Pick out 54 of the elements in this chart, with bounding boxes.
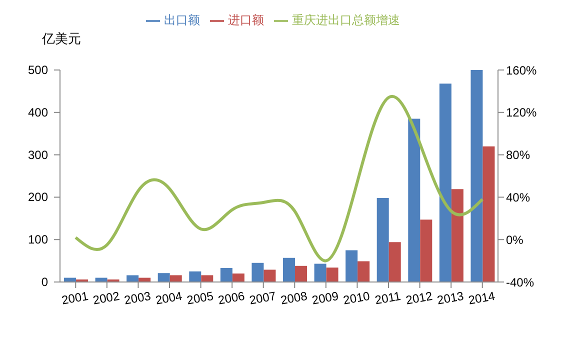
x-tick-label: 2006 bbox=[217, 288, 246, 308]
bar bbox=[220, 268, 232, 282]
x-tick-label: 2001 bbox=[60, 288, 90, 308]
bar bbox=[482, 146, 495, 282]
y2-tick-label: 120% bbox=[506, 106, 538, 120]
x-tick-label: 2007 bbox=[248, 288, 278, 308]
bar bbox=[189, 271, 202, 282]
bar bbox=[158, 273, 170, 282]
bar bbox=[201, 275, 214, 282]
x-tick-label: 2012 bbox=[404, 288, 434, 308]
legend-label: 出口额 bbox=[164, 13, 200, 27]
y-tick-label: 500 bbox=[28, 63, 48, 77]
y-tick-label: 100 bbox=[28, 232, 48, 247]
bar bbox=[420, 220, 432, 282]
y-tick-label: 300 bbox=[28, 148, 48, 162]
bar bbox=[126, 275, 139, 282]
bar bbox=[295, 266, 307, 282]
x-tick-label: 2011 bbox=[374, 288, 402, 308]
bar bbox=[358, 261, 370, 282]
y-axis-title: 亿美元 bbox=[42, 30, 81, 48]
x-tick-label: 2010 bbox=[342, 288, 372, 308]
x-tick-label: 2014 bbox=[467, 288, 496, 308]
bar bbox=[314, 264, 326, 282]
x-tick-label: 2013 bbox=[436, 288, 466, 308]
y2-tick-label: 0% bbox=[506, 232, 524, 247]
y2-tick-label: 160% bbox=[506, 63, 538, 78]
x-tick-label: 2008 bbox=[280, 288, 309, 308]
y2-tick-label: 80% bbox=[506, 148, 530, 162]
bar bbox=[408, 118, 420, 282]
bar bbox=[470, 70, 483, 282]
x-tick-label: 2005 bbox=[186, 288, 215, 308]
bar bbox=[439, 84, 452, 282]
legend-label: 重庆进出口总额增速 bbox=[292, 13, 400, 27]
y2-tick-label: -40% bbox=[506, 275, 534, 290]
bar bbox=[326, 268, 338, 282]
x-tick-label: 2002 bbox=[92, 288, 121, 308]
x-tick-label: 2009 bbox=[310, 288, 340, 308]
bar bbox=[232, 274, 244, 282]
x-tick-label: 2004 bbox=[154, 288, 184, 308]
bar bbox=[388, 242, 401, 282]
bar bbox=[376, 198, 389, 282]
bar bbox=[170, 275, 182, 282]
y-tick-label: 200 bbox=[28, 190, 48, 204]
legend-label: 进口额 bbox=[228, 13, 264, 27]
y-tick-label: 400 bbox=[28, 105, 48, 120]
y2-tick-label: 40% bbox=[506, 190, 530, 204]
bar bbox=[252, 262, 264, 282]
bar bbox=[451, 189, 464, 282]
bar bbox=[283, 258, 295, 282]
bar bbox=[264, 270, 276, 282]
x-tick-label: 2003 bbox=[123, 288, 152, 308]
y-tick-label: 0 bbox=[41, 275, 48, 289]
line-series bbox=[74, 95, 484, 262]
bar bbox=[346, 250, 358, 282]
